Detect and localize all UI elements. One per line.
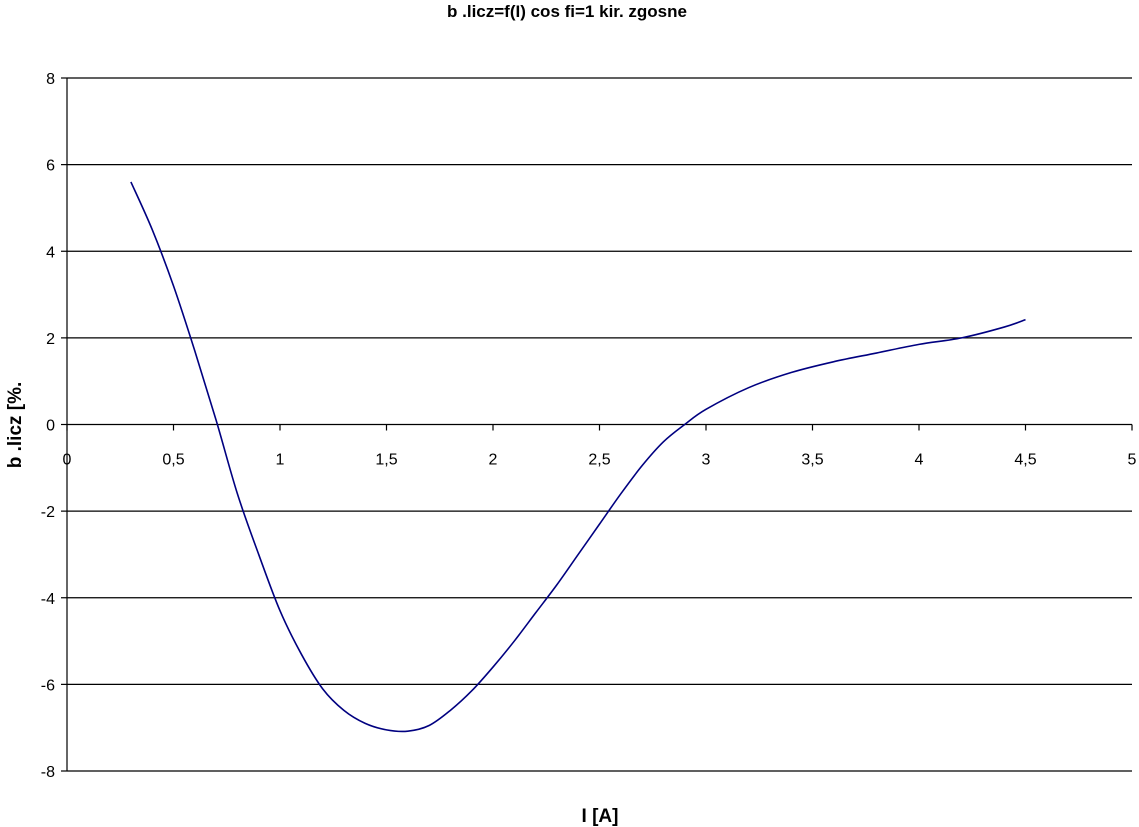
y-tick-label: -6 bbox=[41, 677, 55, 694]
chart-title: b .licz=f(I) cos fi=1 kir. zgosne bbox=[447, 2, 687, 21]
y-tick-label: -2 bbox=[41, 504, 55, 521]
x-tick-label: 4 bbox=[915, 452, 924, 469]
x-tick-label: 3,5 bbox=[801, 452, 823, 469]
x-tick-label: 2 bbox=[489, 452, 498, 469]
series-line bbox=[130, 181, 1026, 733]
series-layer bbox=[130, 181, 1026, 733]
tick-labels: 8 6 4 2 0 -2 -4 -6 -8 0 0,5 1 1,5 2 2,5 3 3,5 4 4,5 5 bbox=[41, 71, 1137, 781]
x-tick-label: 2,5 bbox=[588, 452, 610, 469]
y-tick-label: -8 bbox=[41, 764, 55, 781]
y-tick-label: 6 bbox=[46, 158, 55, 175]
y-tick-label: 8 bbox=[46, 71, 55, 88]
x-tick-label: 5 bbox=[1128, 452, 1137, 469]
x-tick-label: 3 bbox=[702, 452, 711, 469]
axes bbox=[61, 77, 1133, 772]
x-tick-label: 0 bbox=[63, 452, 72, 469]
y-tick-label: 0 bbox=[46, 418, 55, 435]
y-tick-label: 4 bbox=[46, 244, 55, 261]
x-tick-label: 1,5 bbox=[375, 452, 397, 469]
x-axis-title: I [A] bbox=[582, 806, 619, 827]
x-tick-label: 1 bbox=[276, 452, 285, 469]
x-tick-label: 4,5 bbox=[1014, 452, 1036, 469]
y-axis-title: b .licz [%. bbox=[5, 382, 26, 469]
y-tick-label: -4 bbox=[41, 591, 55, 608]
x-tick-label: 0,5 bbox=[162, 452, 184, 469]
y-tick-label: 2 bbox=[46, 331, 55, 348]
